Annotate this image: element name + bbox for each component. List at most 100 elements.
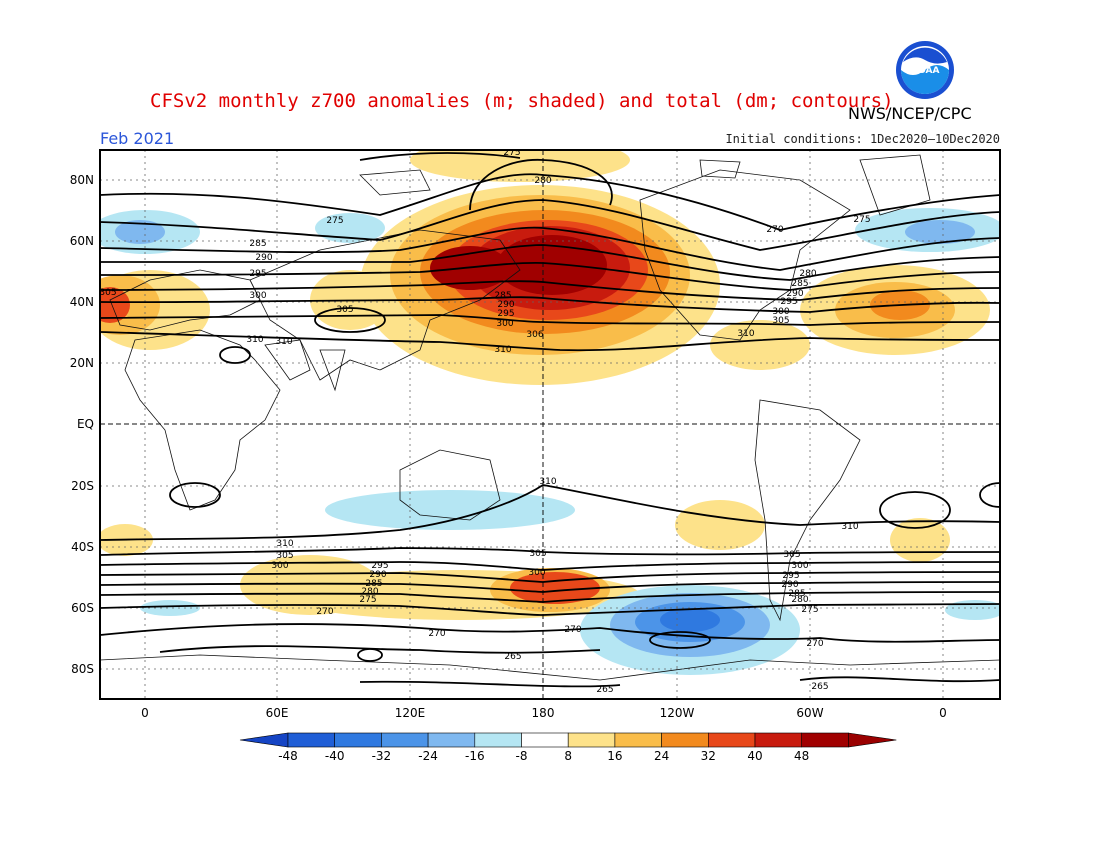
- colorbar-swatch: [381, 732, 429, 748]
- lat-label: 80N: [70, 173, 94, 187]
- colorbar-tick-label: 40: [747, 749, 762, 763]
- lat-label: 60N: [70, 234, 94, 248]
- noaa-logo: NOAA: [896, 41, 954, 99]
- svg-text:300: 300: [528, 568, 545, 578]
- svg-text:270: 270: [428, 629, 445, 639]
- lon-label: 120W: [660, 706, 695, 720]
- lat-label: 20S: [71, 479, 94, 493]
- colorbar-swatch: [614, 732, 662, 748]
- svg-text:275: 275: [853, 215, 870, 225]
- svg-text:310: 310: [737, 329, 754, 339]
- contour-labels: 285 290 295 300 305 285 290 295 300 305 …: [99, 148, 871, 695]
- lat-label: 60S: [71, 601, 94, 615]
- svg-text:305: 305: [99, 288, 116, 298]
- svg-text:305: 305: [276, 551, 293, 561]
- colorbar-swatch: [474, 732, 522, 748]
- colorbar: -48 -40 -32 -24 -16 -8 8 16 24 32 40 48: [239, 732, 897, 763]
- lat-label: 40N: [70, 295, 94, 309]
- svg-text:275: 275: [359, 595, 376, 605]
- lon-label: 0: [141, 706, 149, 720]
- svg-text:285: 285: [788, 589, 805, 599]
- lon-label: 180: [532, 706, 555, 720]
- colorbar-tick-label: -48: [278, 749, 298, 763]
- colorbar-swatch: [567, 732, 616, 748]
- svg-text:280: 280: [534, 176, 551, 186]
- lon-label: 60W: [796, 706, 823, 720]
- svg-text:306: 306: [526, 330, 543, 340]
- svg-text:280: 280: [791, 595, 808, 605]
- svg-text:290: 290: [497, 300, 514, 310]
- svg-text:300: 300: [249, 291, 266, 301]
- svg-text:290: 290: [786, 289, 803, 299]
- svg-text:295: 295: [371, 561, 388, 571]
- colorbar-swatch: [287, 732, 336, 748]
- logo-text: NOAA: [911, 66, 940, 76]
- height-contours: [100, 152, 1000, 688]
- svg-text:310: 310: [276, 539, 293, 549]
- latitude-labels: 80N 60N 40N 20N EQ 20S 40S 60S 80S: [70, 173, 94, 676]
- svg-text:300: 300: [772, 307, 789, 317]
- svg-text:310: 310: [841, 522, 858, 532]
- svg-text:270: 270: [806, 639, 823, 649]
- svg-text:285: 285: [249, 239, 266, 249]
- svg-text:310: 310: [494, 345, 511, 355]
- svg-text:295: 295: [782, 571, 799, 581]
- svg-text:290: 290: [781, 580, 798, 590]
- colorbar-swatch: [334, 732, 382, 748]
- colorbar-tick-label: -24: [418, 749, 438, 763]
- initial-conditions: Initial conditions: 1Dec2020—10Dec2020: [725, 132, 1000, 146]
- svg-text:270: 270: [564, 625, 581, 635]
- colorbar-tick-label: 8: [564, 749, 572, 763]
- svg-text:310: 310: [539, 477, 556, 487]
- lat-label: 40S: [71, 540, 94, 554]
- svg-text:270: 270: [766, 225, 783, 235]
- colorbar-tick-label: 32: [701, 749, 716, 763]
- chart-title: CFSv2 monthly z700 anomalies (m; shaded)…: [150, 90, 894, 112]
- svg-text:305: 305: [529, 549, 546, 559]
- colorbar-low-arrow: [239, 732, 289, 748]
- colorbar-tick-label: 16: [607, 749, 622, 763]
- svg-text:300: 300: [791, 561, 808, 571]
- map-panel: 285 290 295 300 305 285 290 295 300 305 …: [99, 148, 1000, 699]
- colorbar-tick-label: -32: [372, 749, 392, 763]
- svg-text:290: 290: [369, 570, 386, 580]
- lon-label: 60E: [266, 706, 289, 720]
- svg-text:275: 275: [503, 148, 520, 158]
- svg-text:285: 285: [791, 279, 808, 289]
- svg-text:295: 295: [249, 269, 266, 279]
- svg-text:295: 295: [497, 309, 514, 319]
- lon-label: 120E: [395, 706, 426, 720]
- reference-lines: [100, 150, 1000, 699]
- svg-text:280: 280: [361, 587, 378, 597]
- svg-text:285: 285: [365, 579, 382, 589]
- colorbar-high-arrow: [848, 732, 897, 748]
- svg-text:310: 310: [246, 335, 263, 345]
- colorbar-tick-label: 48: [794, 749, 809, 763]
- svg-text:280: 280: [799, 269, 816, 279]
- svg-text:295: 295: [780, 297, 797, 307]
- colorbar-swatch: [801, 732, 849, 748]
- svg-text:305: 305: [336, 305, 353, 315]
- colorbar-tick-label: 24: [654, 749, 669, 763]
- svg-text:275: 275: [326, 216, 343, 226]
- agency-label: NWS/NCEP/CPC: [848, 104, 972, 123]
- anomaly-shading: [100, 150, 1000, 675]
- svg-text:305: 305: [772, 316, 789, 326]
- forecast-month: Feb 2021: [100, 129, 175, 148]
- longitude-labels: 0 60E 120E 180 120W 60W 0: [141, 706, 947, 720]
- lon-label: 0: [939, 706, 947, 720]
- svg-text:305: 305: [783, 550, 800, 560]
- svg-text:265: 265: [811, 682, 828, 692]
- svg-text:265: 265: [504, 652, 521, 662]
- colorbar-tick-label: -16: [465, 749, 485, 763]
- svg-text:270: 270: [316, 607, 333, 617]
- svg-text:310: 310: [275, 337, 292, 347]
- lat-label: EQ: [77, 417, 94, 431]
- colorbar-swatch: [754, 732, 803, 748]
- svg-text:285: 285: [494, 291, 511, 301]
- colorbar-swatch: [521, 732, 569, 748]
- colorbar-swatch: [707, 732, 756, 748]
- map-frame: [99, 149, 1001, 700]
- svg-text:300: 300: [496, 319, 513, 329]
